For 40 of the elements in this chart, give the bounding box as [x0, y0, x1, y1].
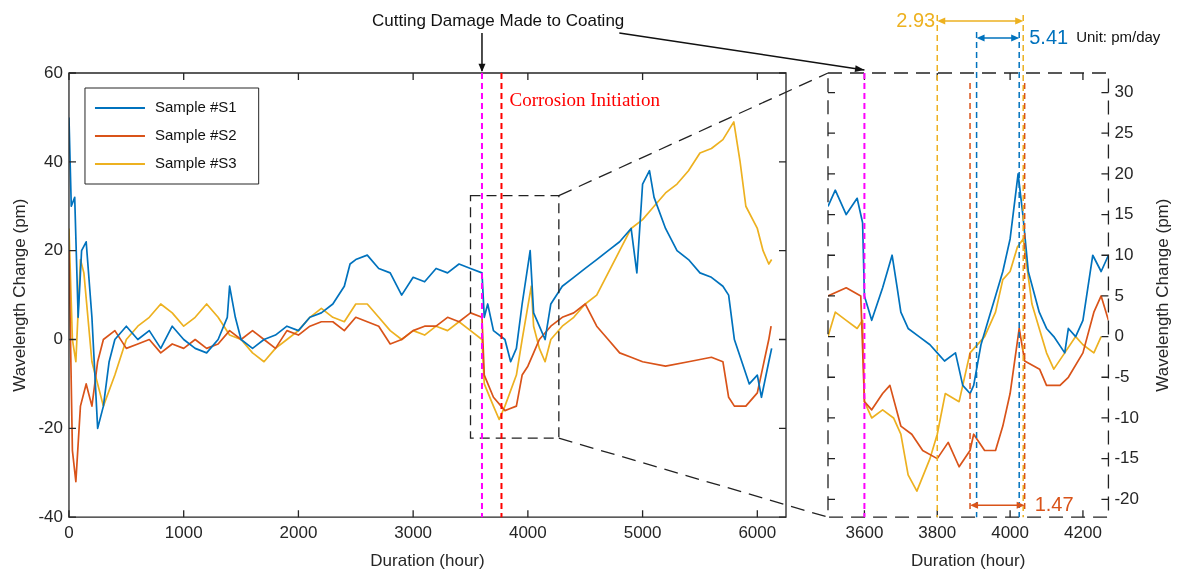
annotation: 1.47 [1034, 492, 1074, 515]
legend-label: Sample #S1 [154, 98, 237, 116]
x-tick-label: 3000 [394, 523, 433, 543]
y-tick-label: 30 [1114, 82, 1134, 102]
x-axis-title: Duration (hour) [911, 551, 1026, 571]
x-tick-label: 4200 [1064, 523, 1102, 543]
y-tick-label: -10 [1114, 407, 1140, 427]
y-axis-title: Wavelength Change (pm) [1152, 198, 1172, 392]
y-tick-label: -15 [1114, 448, 1140, 468]
text: Unit: pm/day [1076, 28, 1161, 46]
y-tick-label: 20 [44, 240, 63, 260]
y-tick-label: 25 [1114, 122, 1134, 142]
x-tick-label: 3800 [918, 523, 957, 543]
legend-label: Sample #S3 [154, 154, 237, 172]
y-tick-label: 15 [1114, 204, 1134, 224]
y-tick-label: -5 [1114, 366, 1130, 386]
text: 2.93 [896, 8, 936, 31]
x-tick-label: 3600 [845, 523, 884, 543]
y-tick-label: -20 [38, 418, 63, 438]
x-axis-title: Duration (hour) [370, 551, 485, 571]
y-tick-label: 20 [1114, 163, 1134, 183]
x-tick-label: 4000 [508, 523, 547, 543]
y-tick-label: 40 [44, 151, 63, 171]
y-axis-title: Wavelength Change (pm) [9, 198, 29, 392]
x-tick-label: 6000 [738, 523, 777, 543]
x-tick-label: 2000 [279, 523, 318, 543]
ref-line-label: Corrosion Initiation [509, 88, 661, 110]
y-tick-label: 0 [53, 329, 63, 349]
y-tick-label: 5 [1114, 285, 1124, 305]
y-tick-label: -40 [38, 506, 63, 526]
text: 5.41 [1029, 25, 1069, 48]
y-tick-label: 0 [1114, 326, 1124, 346]
ref-line-label: Cutting Damage Made to Coating [371, 11, 625, 30]
x-tick-label: 1000 [164, 523, 203, 543]
x-tick-label: 5000 [623, 523, 662, 543]
legend-label: Sample #S2 [154, 126, 237, 144]
y-tick-label: -20 [1114, 488, 1140, 508]
x-tick-label: 4000 [991, 523, 1030, 543]
y-tick-label: 10 [1114, 244, 1134, 264]
y-tick-label: 60 [44, 62, 63, 82]
